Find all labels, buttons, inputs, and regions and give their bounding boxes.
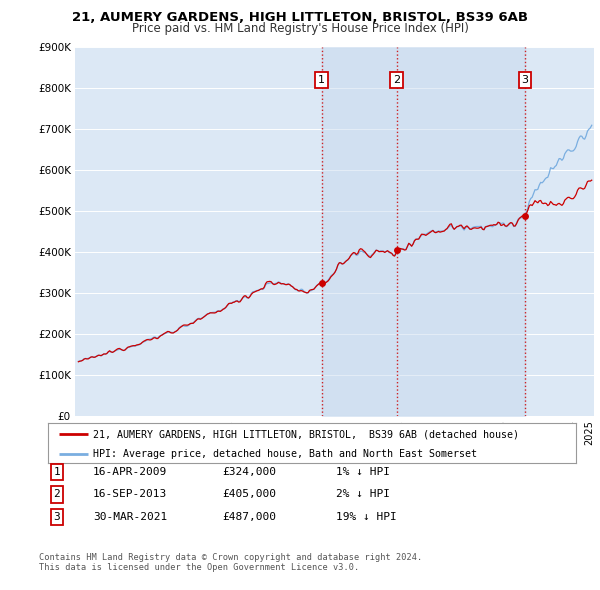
Text: £405,000: £405,000 bbox=[222, 490, 276, 499]
Text: 2: 2 bbox=[393, 75, 400, 85]
Text: 16-SEP-2013: 16-SEP-2013 bbox=[93, 490, 167, 499]
Text: £324,000: £324,000 bbox=[222, 467, 276, 477]
Text: Contains HM Land Registry data © Crown copyright and database right 2024.: Contains HM Land Registry data © Crown c… bbox=[39, 553, 422, 562]
Text: 3: 3 bbox=[521, 75, 529, 85]
Text: This data is licensed under the Open Government Licence v3.0.: This data is licensed under the Open Gov… bbox=[39, 563, 359, 572]
Text: 1: 1 bbox=[53, 467, 61, 477]
Text: 19% ↓ HPI: 19% ↓ HPI bbox=[336, 512, 397, 522]
Text: 21, AUMERY GARDENS, HIGH LITTLETON, BRISTOL,  BS39 6AB (detached house): 21, AUMERY GARDENS, HIGH LITTLETON, BRIS… bbox=[93, 430, 519, 440]
Text: 21, AUMERY GARDENS, HIGH LITTLETON, BRISTOL, BS39 6AB: 21, AUMERY GARDENS, HIGH LITTLETON, BRIS… bbox=[72, 11, 528, 24]
Text: HPI: Average price, detached house, Bath and North East Somerset: HPI: Average price, detached house, Bath… bbox=[93, 450, 477, 460]
Text: 1% ↓ HPI: 1% ↓ HPI bbox=[336, 467, 390, 477]
Text: 2% ↓ HPI: 2% ↓ HPI bbox=[336, 490, 390, 499]
Text: 30-MAR-2021: 30-MAR-2021 bbox=[93, 512, 167, 522]
Text: 3: 3 bbox=[53, 512, 61, 522]
Text: £487,000: £487,000 bbox=[222, 512, 276, 522]
Text: 16-APR-2009: 16-APR-2009 bbox=[93, 467, 167, 477]
Text: 2: 2 bbox=[53, 490, 61, 499]
Text: Price paid vs. HM Land Registry's House Price Index (HPI): Price paid vs. HM Land Registry's House … bbox=[131, 22, 469, 35]
Text: 1: 1 bbox=[318, 75, 325, 85]
